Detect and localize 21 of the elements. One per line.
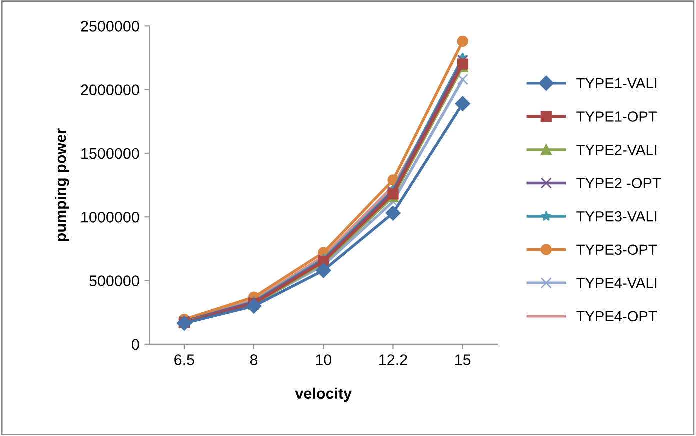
x-axis-title: velocity: [295, 388, 352, 402]
y-axis-title: pumping power: [55, 128, 70, 242]
legend-label: TYPE2-VALI: [576, 144, 657, 156]
y-tick-label: 2000000: [81, 84, 140, 96]
legend-label: TYPE4-VALI: [576, 278, 657, 288]
legend-label: TYPE1-VALI: [576, 78, 657, 88]
x-tick-label: 15: [456, 354, 471, 366]
x-tick-label: 12.2: [380, 354, 408, 366]
y-tick-label: 0: [132, 339, 140, 350]
y-tick-label: 1000000: [82, 212, 140, 223]
legend-label: TYPE2 -OPT: [576, 178, 662, 188]
x-tick-label: 10: [316, 354, 332, 366]
y-tick-label: 500000: [90, 276, 140, 286]
legend-label: TYPE4-OPT: [576, 311, 657, 322]
legend-label: TYPE1-OPT: [576, 112, 657, 122]
y-tick-label: 2500000: [81, 21, 140, 32]
x-tick-label: 8: [250, 354, 258, 366]
legend-label: TYPE3-OPT: [576, 244, 657, 256]
x-tick-label: 6.5: [174, 354, 194, 366]
y-tick-label: 1500000: [82, 148, 140, 160]
legend-label: TYPE3-VALI: [576, 211, 657, 222]
